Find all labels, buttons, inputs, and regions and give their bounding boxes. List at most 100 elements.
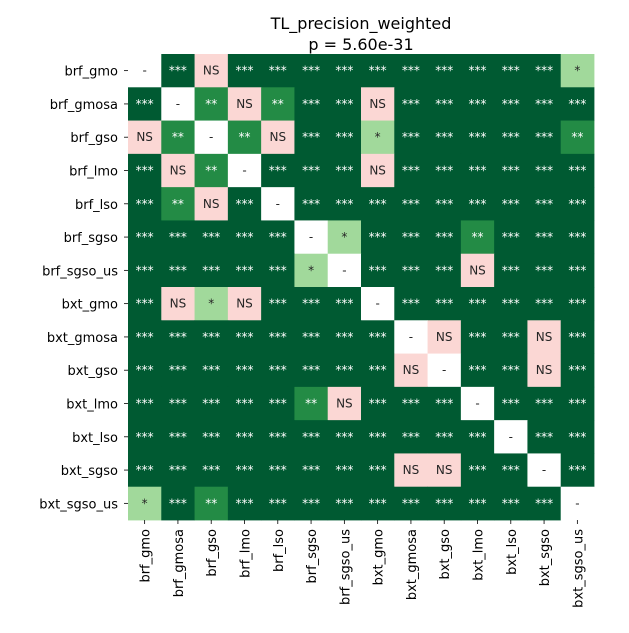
heatmap-cell-brf_gso-bxt_gmosa bbox=[394, 120, 428, 155]
y-tick-label-bxt_sgso: bxt_sgso bbox=[61, 464, 118, 479]
cell-label: *** bbox=[369, 496, 387, 510]
cell-label: *** bbox=[402, 197, 420, 211]
heatmap-cell-brf_gmo-brf_gmosa bbox=[161, 54, 195, 88]
heatmap-cell-brf_gmo-brf_sgso_us bbox=[327, 54, 362, 88]
heatmap-cell-bxt_sgso_us-brf_sgso bbox=[294, 486, 329, 521]
heatmap-cell-brf_lso-brf_gmosa bbox=[161, 187, 195, 221]
heatmap-cell-brf_sgso_us-bxt_lso bbox=[494, 253, 528, 288]
cell-label: *** bbox=[169, 330, 187, 344]
cell-label: *** bbox=[568, 363, 586, 377]
cell-label: ** bbox=[472, 230, 484, 244]
heatmap-cell-brf_sgso_us-bxt_sgso bbox=[527, 253, 562, 288]
cell-label: *** bbox=[502, 97, 520, 111]
heatmap-cell-brf_lso-brf_gmo bbox=[128, 187, 162, 221]
heatmap-cell-brf_gso-bxt_lmo bbox=[460, 120, 495, 155]
cell-label: *** bbox=[568, 463, 586, 477]
cell-label: *** bbox=[402, 397, 420, 411]
y-tick-label-brf_lmo: brf_lmo bbox=[69, 165, 118, 180]
heatmap-cell-bxt_gmo-bxt_gso bbox=[427, 287, 462, 321]
heatmap-cell-brf_sgso_us-brf_sgso bbox=[294, 253, 329, 288]
cell-label: *** bbox=[236, 263, 254, 277]
heatmap-cell-bxt_sgso_us-brf_lmo bbox=[227, 486, 262, 521]
cell-label: *** bbox=[269, 397, 287, 411]
cell-label: *** bbox=[169, 397, 187, 411]
cell-label: ** bbox=[571, 130, 583, 144]
heatmap-cell-bxt_sgso_us-bxt_gmo bbox=[361, 486, 395, 521]
heatmap-cell-brf_gso-brf_gso bbox=[194, 120, 229, 155]
cell-label: - bbox=[409, 330, 413, 344]
heatmap-cell-bxt_lso-bxt_gso bbox=[427, 420, 462, 454]
cell-label: *** bbox=[568, 430, 586, 444]
cell-label: *** bbox=[302, 463, 320, 477]
cell-label: *** bbox=[236, 463, 254, 477]
heatmap-cell-bxt_lmo-brf_gmosa bbox=[161, 386, 195, 421]
heatmap-cell-bxt_gmosa-brf_gso bbox=[194, 320, 229, 354]
cell-label: - bbox=[176, 97, 180, 111]
heatmap-cell-brf_sgso_us-bxt_lmo bbox=[460, 253, 495, 288]
cell-label: - bbox=[276, 197, 280, 211]
x-tick-label-bxt_sgso: bxt_sgso bbox=[538, 529, 553, 586]
cell-label: *** bbox=[136, 330, 154, 344]
cell-label: *** bbox=[335, 330, 353, 344]
cell-label: *** bbox=[169, 463, 187, 477]
heatmap-cell-bxt_sgso-brf_lmo bbox=[227, 453, 262, 488]
cell-label: *** bbox=[535, 130, 553, 144]
heatmap-cell-brf_sgso-bxt_gmo bbox=[361, 220, 395, 255]
x-tick-label-brf_lso: brf_lso bbox=[272, 529, 287, 572]
cell-label: * bbox=[574, 64, 580, 78]
heatmap-cell-brf_gmosa-bxt_gmo bbox=[361, 87, 395, 121]
cell-label: *** bbox=[335, 363, 353, 377]
heatmap-cell-brf_lso-brf_lmo bbox=[227, 187, 262, 221]
x-tick-label-bxt_sgso_us: bxt_sgso_us bbox=[571, 529, 586, 608]
heatmap-cell-brf_lso-brf_lso bbox=[261, 187, 295, 221]
heatmap-cell-bxt_lso-brf_lso bbox=[261, 420, 295, 454]
cell-label: *** bbox=[402, 230, 420, 244]
y-tick-label-brf_sgso: brf_sgso bbox=[64, 231, 118, 246]
cell-label: *** bbox=[136, 430, 154, 444]
cell-label: *** bbox=[136, 230, 154, 244]
heatmap-cell-bxt_gmo-brf_gmo bbox=[128, 287, 162, 321]
cell-label: *** bbox=[236, 496, 254, 510]
heatmap-cell-brf_sgso-bxt_gso bbox=[427, 220, 462, 255]
heatmap-cell-bxt_gso-brf_sgso_us bbox=[327, 353, 362, 388]
heatmap-cell-brf_sgso_us-brf_gmosa bbox=[161, 253, 195, 288]
heatmap-cell-brf_lso-bxt_lmo bbox=[460, 187, 495, 221]
cell-label: - bbox=[542, 463, 546, 477]
heatmap-cell-brf_lso-bxt_gmosa bbox=[394, 187, 428, 221]
heatmap-cell-bxt_lmo-brf_sgso_us bbox=[327, 386, 362, 421]
heatmap-cell-bxt_gmo-bxt_lmo bbox=[460, 287, 495, 321]
cell-label: *** bbox=[502, 496, 520, 510]
cell-label: *** bbox=[169, 430, 187, 444]
heatmap-cell-bxt_gso-brf_lso bbox=[261, 353, 295, 388]
cell-label: NS bbox=[203, 64, 220, 78]
heatmap-cell-brf_gmosa-brf_sgso bbox=[294, 87, 329, 121]
cell-label: *** bbox=[236, 430, 254, 444]
cell-label: *** bbox=[568, 230, 586, 244]
cell-label: *** bbox=[202, 263, 220, 277]
x-tick-label-bxt_gmosa: bxt_gmosa bbox=[405, 529, 420, 600]
heatmap-cell-brf_gmosa-brf_sgso_us bbox=[327, 87, 362, 121]
heatmap-cell-brf_sgso-bxt_lmo bbox=[460, 220, 495, 255]
heatmap-cell-brf_sgso_us-bxt_gso bbox=[427, 253, 462, 288]
heatmap-cell-brf_lso-bxt_lso bbox=[494, 187, 528, 221]
cell-label: *** bbox=[402, 64, 420, 78]
cell-label: NS bbox=[536, 363, 553, 377]
cell-label: *** bbox=[402, 297, 420, 311]
heatmap-cell-bxt_gso-bxt_lmo bbox=[460, 353, 495, 388]
y-tick-label-bxt_gmo: bxt_gmo bbox=[62, 298, 118, 313]
cell-label: *** bbox=[502, 297, 520, 311]
heatmap-cell-brf_lmo-brf_sgso_us bbox=[327, 153, 362, 188]
x-tick-label-bxt_lso: bxt_lso bbox=[505, 529, 520, 575]
cell-label: *** bbox=[535, 97, 553, 111]
heatmap-cell-brf_gmosa-bxt_sgso_us bbox=[560, 87, 595, 121]
heatmap-cell-bxt_lso-brf_sgso_us bbox=[327, 420, 362, 454]
heatmap-cell-bxt_lmo-bxt_lso bbox=[494, 386, 528, 421]
cell-label: *** bbox=[136, 363, 154, 377]
cell-label: *** bbox=[502, 164, 520, 178]
heatmap-cell-brf_sgso_us-brf_lmo bbox=[227, 253, 262, 288]
heatmap-cell-bxt_lmo-bxt_gso bbox=[427, 386, 462, 421]
cell-label: *** bbox=[136, 263, 154, 277]
cell-label: ** bbox=[205, 164, 217, 178]
cell-label: *** bbox=[435, 64, 453, 78]
